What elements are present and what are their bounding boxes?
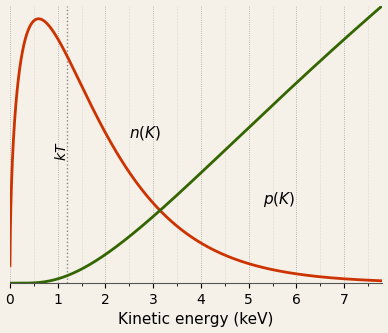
Text: $n(K)$: $n(K)$ [129, 124, 161, 142]
X-axis label: Kinetic energy (keV): Kinetic energy (keV) [118, 312, 274, 327]
Text: $kT$: $kT$ [54, 141, 69, 161]
Text: $p(K)$: $p(K)$ [263, 190, 295, 209]
